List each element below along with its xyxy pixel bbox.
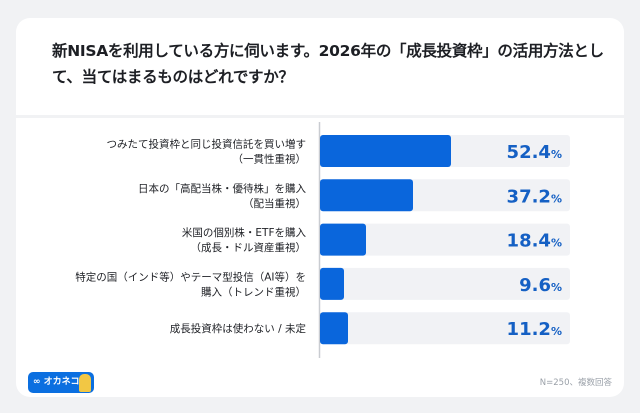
unit-label: %: [551, 148, 562, 161]
bar-chart: つみたて投資枠と同じ投資信託を買い増す （一貫性重視） 52.4% 日本の「高配当株・…: [75, 122, 570, 358]
category-label: 米国の個別株・ETFを購入: [182, 226, 307, 239]
category-label: 特定の国（インド等）やテーマ型投信（AI等）を: [75, 270, 306, 283]
category-label: 成長投資枠は使わない / 未定: [170, 322, 307, 335]
bar: [320, 267, 344, 300]
unit-label: %: [551, 325, 562, 338]
category-label: （一貫性重視）: [233, 153, 307, 166]
okaneko-logo: ∞ オカネコ: [28, 372, 94, 393]
divider: [16, 115, 624, 118]
category-label: （成長・ドル資産重視）: [191, 241, 307, 254]
value-label: 18.4%: [507, 231, 562, 252]
bar: [320, 223, 366, 256]
value-label: 37.2%: [507, 186, 562, 207]
bar-track: [320, 267, 570, 300]
sample-note: N=250、複数回答: [539, 378, 612, 388]
category-label: （配当重視）: [243, 197, 306, 210]
chart-title: 新NISAを利用している方に伺います。2026年の「成長投資枠」の活用方法として…: [52, 42, 604, 86]
category-label: 購入（トレンド重視）: [201, 285, 306, 298]
value-label: 11.2%: [507, 319, 562, 340]
chart-card: 新NISAを利用している方に伺います。2026年の「成長投資枠」の活用方法として…: [16, 18, 624, 397]
bar-track: [320, 312, 570, 345]
value-label: 9.6%: [519, 275, 562, 296]
unit-label: %: [551, 281, 562, 294]
bar: [320, 312, 348, 345]
unit-label: %: [551, 237, 562, 250]
unit-label: %: [551, 192, 562, 205]
logo-text: ∞ オカネコ: [33, 377, 80, 387]
category-label: 日本の「高配当株・優待株」を購入: [138, 182, 306, 195]
bar: [320, 179, 413, 212]
cat-mascot-icon: [79, 374, 91, 392]
category-label: つみたて投資枠と同じ投資信託を買い増す: [107, 138, 307, 151]
value-label: 52.4%: [507, 142, 562, 163]
bar: [320, 135, 451, 167]
bar-track: [320, 223, 570, 256]
